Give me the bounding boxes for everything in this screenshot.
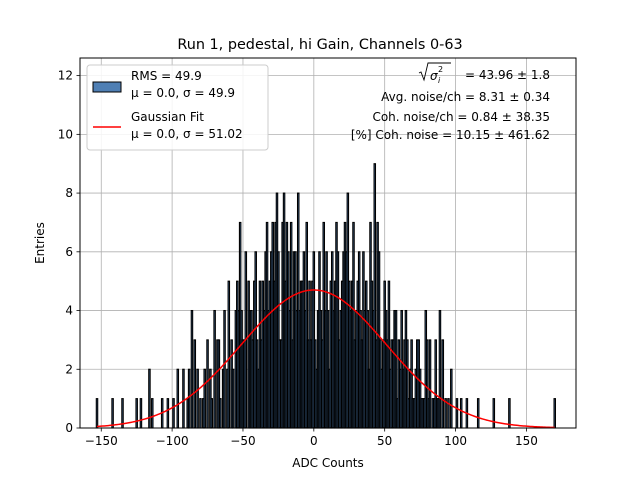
- histogram-bar: [166, 398, 170, 429]
- x-tick-label: 50: [377, 434, 392, 448]
- sqrt-symbol: [418, 62, 451, 82]
- y-tick-label: 4: [65, 304, 73, 318]
- legend-fit-stats: μ = 0.0, σ = 51.02: [131, 127, 243, 141]
- sigma-annotation-value: = 43.96 ± 1.8: [465, 68, 550, 82]
- legend-frame: [86, 64, 269, 151]
- histogram-bar: [227, 280, 231, 429]
- histogram-bar: [428, 339, 432, 429]
- x-tick-label: −50: [230, 434, 255, 448]
- coh-noise-percent-annotation: [%] Coh. noise = 10.15 ± 461.62: [351, 128, 550, 142]
- histogram-bar: [450, 368, 453, 429]
- sigma-subscript: i: [438, 76, 441, 85]
- histogram-bar: [223, 309, 226, 429]
- y-tick-label: 2: [65, 362, 73, 376]
- y-tick-label: 6: [65, 245, 73, 259]
- histogram-bar: [213, 309, 216, 429]
- x-tick-label: 0: [310, 434, 318, 448]
- y-tick-label: 12: [58, 69, 73, 83]
- histogram-bar: [151, 398, 154, 429]
- histogram-bar: [182, 368, 185, 429]
- legend-histogram-stats: μ = 0.0, σ = 49.9: [131, 86, 235, 100]
- histogram-bar: [492, 398, 496, 429]
- histogram-bar: [476, 398, 480, 429]
- legend-histogram-swatch: [92, 81, 122, 93]
- y-axis-ticks: 0 2 4 6 8 10 12: [58, 69, 80, 435]
- histogram-bar: [444, 398, 447, 429]
- histogram-bar: [139, 398, 143, 429]
- histogram-bar: [193, 339, 197, 429]
- histogram-bar: [455, 398, 459, 429]
- histogram-bar: [199, 398, 202, 429]
- sigma-annotation: σ i 2 = 43.96 ± 1.8: [418, 62, 550, 85]
- histogram-bar: [210, 398, 214, 429]
- histogram-bar: [196, 368, 199, 429]
- x-axis-ticks: −150 −100 −50 0 50 100 150: [85, 428, 538, 448]
- histogram-bar: [203, 368, 206, 429]
- avg-noise-annotation: Avg. noise/ch = 8.31 ± 0.34: [381, 90, 550, 104]
- x-tick-label: 100: [444, 434, 467, 448]
- y-axis-label: Entries: [33, 222, 47, 264]
- histogram-bar: [553, 398, 557, 429]
- histogram-bar: [95, 398, 99, 429]
- legend-histogram-label: RMS = 49.9: [131, 69, 202, 83]
- histogram-bar: [508, 398, 511, 429]
- histogram-bar: [438, 309, 442, 429]
- histogram-bar: [219, 398, 222, 429]
- histogram-bar: [148, 368, 151, 429]
- legend: RMS = 49.9 μ = 0.0, σ = 49.9 Gaussian Fi…: [86, 64, 269, 151]
- noise-annotations: σ i 2 = 43.96 ± 1.8 Avg. noise/ch = 8.31…: [351, 62, 550, 142]
- histogram-bar: [135, 398, 138, 429]
- legend-fit-label: Gaussian Fit: [131, 110, 204, 124]
- chart-title: Run 1, pedestal, hi Gain, Channels 0-63: [177, 37, 462, 53]
- histogram-bar: [441, 339, 445, 429]
- x-tick-label: 150: [515, 434, 538, 448]
- histogram-bar: [111, 398, 114, 429]
- x-tick-label: −100: [156, 434, 189, 448]
- histogram-bar: [206, 339, 209, 429]
- sigma-symbol: σ: [430, 69, 438, 83]
- coh-noise-annotation: Coh. noise/ch = 0.84 ± 38.35: [372, 110, 550, 124]
- histogram-bar: [459, 398, 463, 429]
- histogram-bar: [176, 368, 180, 429]
- gaussian-fit-line: [96, 289, 555, 429]
- x-tick-label: −150: [85, 434, 118, 448]
- x-axis-label: ADC Counts: [292, 456, 364, 470]
- histogram-bar: [172, 398, 175, 429]
- histogram-bar: [187, 368, 191, 429]
- histogram-bar: [190, 309, 194, 429]
- sigma-superscript: 2: [438, 65, 443, 74]
- histogram-bar: [231, 368, 235, 429]
- plot-frame: [79, 57, 577, 429]
- y-tick-label: 0: [65, 421, 73, 435]
- y-tick-label: 10: [58, 127, 73, 141]
- y-tick-label: 8: [65, 186, 73, 200]
